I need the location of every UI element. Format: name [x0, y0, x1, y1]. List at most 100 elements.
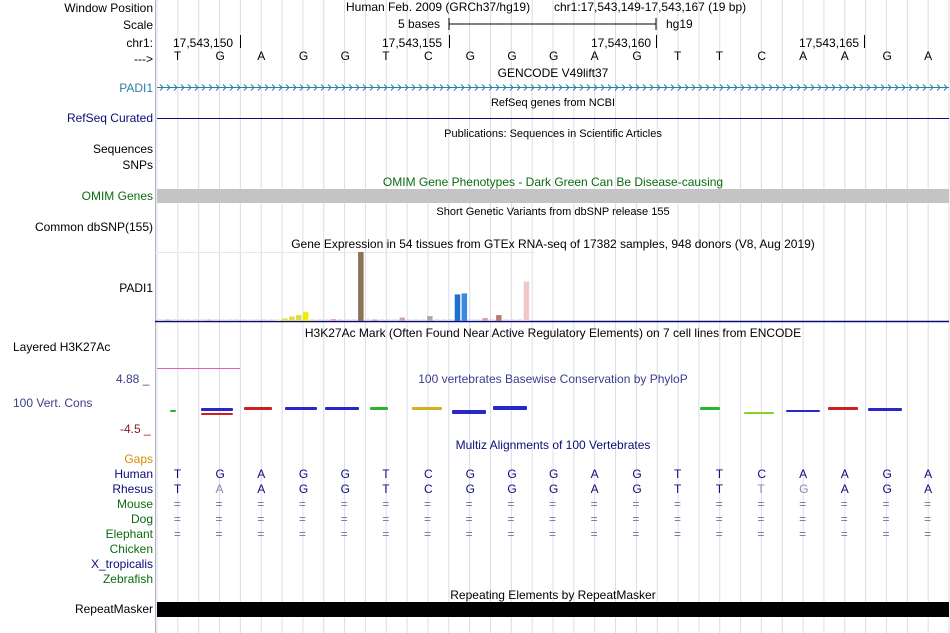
alignment-base: =: [423, 512, 431, 526]
strand-arrow: [446, 84, 451, 91]
strand-arrow: [677, 84, 682, 91]
dbsnp-track-label[interactable]: Common dbSNP(155): [34, 220, 153, 234]
alignment-base: A: [924, 482, 933, 496]
strand-arrow-label: --->: [134, 52, 153, 66]
alignment-base: G: [465, 482, 475, 496]
phylop-glyph: [744, 412, 774, 414]
h3k27ac-track-title[interactable]: H3K27Ac Mark (Often Found Near Active Re…: [304, 326, 802, 340]
species-label[interactable]: Dog: [130, 512, 153, 526]
alignment-base: =: [757, 527, 765, 541]
strand-arrow: [565, 84, 570, 91]
alignment-base: =: [590, 527, 598, 541]
strand-arrow: [222, 84, 227, 91]
phylop-glyph: [170, 410, 176, 412]
species-label[interactable]: Chicken: [109, 542, 153, 556]
gtex-bar: [516, 319, 523, 321]
alignment-base: =: [215, 497, 223, 511]
gtex-bar: [503, 319, 509, 321]
gtex-bar: [358, 252, 364, 321]
repeatmasker-track-label[interactable]: RepeatMasker: [74, 602, 153, 616]
phylop-glyph: [201, 413, 233, 415]
h3k27ac-track-label[interactable]: Layered H3K27Ac: [13, 340, 111, 354]
alignment-base: =: [465, 497, 473, 511]
strand-arrow: [761, 84, 766, 91]
species-label[interactable]: X_tropicalis: [90, 557, 153, 571]
sequence-base: G: [549, 49, 559, 63]
refseq-track-label[interactable]: RefSeq Curated: [66, 111, 153, 125]
snps-label[interactable]: SNPs: [122, 158, 153, 172]
dbsnp-track-title[interactable]: Short Genetic Variants from dbSNP releas…: [436, 206, 670, 218]
alignment-base: =: [507, 527, 515, 541]
species-label[interactable]: Zebrafish: [102, 572, 153, 586]
strand-arrow: [201, 84, 206, 91]
gencode-track-label[interactable]: PADI1: [119, 81, 153, 95]
strand-arrow: [712, 84, 717, 91]
alignment-base: A: [840, 467, 849, 481]
strand-arrow: [166, 84, 171, 91]
gtex-bar: [199, 319, 205, 321]
strand-arrow: [670, 84, 675, 91]
phylop-glyph: [700, 407, 720, 410]
species-label[interactable]: Human: [114, 467, 153, 481]
strand-arrow: [572, 84, 577, 91]
alignment-base: G: [799, 482, 809, 496]
species-label[interactable]: Mouse: [116, 497, 153, 511]
alignment-base: =: [840, 527, 848, 541]
strand-arrow: [411, 84, 416, 91]
alignment-base: =: [298, 497, 306, 511]
alignment-base: =: [715, 497, 723, 511]
gtex-bar: [420, 319, 426, 321]
alignment-base: T: [757, 482, 765, 496]
alignment-base: T: [674, 482, 682, 496]
sequence-base: G: [298, 49, 309, 63]
strand-arrow: [908, 84, 913, 91]
alignment-base: =: [757, 512, 765, 526]
tick-label-1: 17,543,150: [173, 36, 234, 50]
phylop-track-title[interactable]: 100 vertebrates Basewise Conservation by…: [418, 372, 688, 386]
gtex-bar: [158, 319, 164, 321]
gtex-bar: [371, 319, 378, 321]
alignment-base: G: [507, 482, 517, 496]
sequences-label[interactable]: Sequences: [92, 142, 153, 156]
publications-track-title[interactable]: Publications: Sequences in Scientific Ar…: [444, 128, 662, 140]
multiz-track-title[interactable]: Multiz Alignments of 100 Vertebrates: [455, 438, 651, 452]
gtex-bar: [454, 294, 461, 321]
sequence-base: T: [382, 49, 390, 63]
strand-arrow: [845, 84, 850, 91]
strand-arrow: [537, 84, 542, 91]
strand-arrow: [250, 84, 255, 91]
sequence-base: C: [757, 49, 767, 63]
gtex-bar: [282, 318, 288, 321]
gtex-bar: [330, 319, 336, 321]
chr-label: chr1:: [126, 36, 153, 50]
omim-track-title[interactable]: OMIM Gene Phenotypes - Dark Green Can Be…: [382, 175, 724, 189]
phylop-track-label[interactable]: 100 Vert. Cons: [13, 396, 93, 410]
refseq-track-title[interactable]: RefSeq genes from NCBI: [490, 97, 616, 109]
sequence-base: G: [465, 49, 475, 63]
strand-arrow: [334, 84, 339, 91]
omim-track-label[interactable]: OMIM Genes: [81, 189, 153, 203]
species-label[interactable]: Rhesus: [112, 482, 153, 496]
strand-arrow: [621, 84, 626, 91]
alignment-base: =: [465, 512, 473, 526]
gaps-label[interactable]: Gaps: [124, 452, 153, 466]
alignment-base: =: [924, 527, 932, 541]
strand-arrow: [558, 84, 563, 91]
alignment-base: =: [549, 527, 557, 541]
gencode-track-title[interactable]: GENCODE V49lift37: [497, 66, 609, 80]
gtex-track-title[interactable]: Gene Expression in 54 tissues from GTEx …: [291, 237, 815, 251]
repeatmasker-track-title[interactable]: Repeating Elements by RepeatMasker: [450, 588, 656, 602]
strand-arrow: [726, 84, 731, 91]
alignment-base: =: [674, 497, 682, 511]
strand-arrow: [453, 84, 458, 91]
assembly-title: Human Feb. 2009 (GRCh37/hg19): [346, 0, 531, 14]
strand-arrow: [264, 84, 269, 91]
species-label[interactable]: Elephant: [105, 527, 153, 541]
strand-arrow: [376, 84, 381, 91]
strand-arrow: [929, 84, 934, 91]
alignment-base: T: [674, 467, 682, 481]
gtex-bar: [192, 319, 198, 321]
gtex-track-label[interactable]: PADI1: [119, 281, 153, 295]
alignment-base: =: [674, 512, 682, 526]
